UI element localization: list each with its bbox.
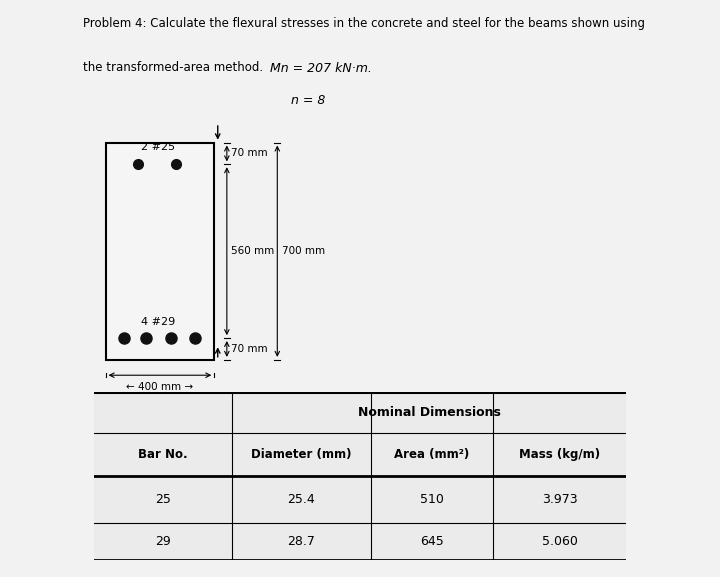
Text: the transformed-area method.: the transformed-area method. bbox=[83, 61, 263, 74]
Text: Nominal Dimensions: Nominal Dimensions bbox=[358, 406, 500, 419]
Text: 29: 29 bbox=[155, 535, 171, 548]
Text: 510: 510 bbox=[420, 493, 444, 506]
Text: Diameter (mm): Diameter (mm) bbox=[251, 448, 351, 461]
Text: 5.060: 5.060 bbox=[542, 535, 577, 548]
Text: ← 400 mm →: ← 400 mm → bbox=[127, 382, 194, 392]
Text: Problem 4: Calculate the flexural stresses in the concrete and steel for the bea: Problem 4: Calculate the flexural stress… bbox=[83, 17, 645, 31]
Text: Mn = 207 kN·m.: Mn = 207 kN·m. bbox=[270, 62, 372, 75]
Text: 25: 25 bbox=[155, 493, 171, 506]
Text: Bar No.: Bar No. bbox=[138, 448, 188, 461]
Text: n = 8: n = 8 bbox=[292, 94, 325, 107]
Text: 4 #29: 4 #29 bbox=[140, 317, 175, 327]
Text: 28.7: 28.7 bbox=[287, 535, 315, 548]
Bar bbox=[106, 143, 215, 360]
Text: 70 mm: 70 mm bbox=[231, 148, 268, 159]
Text: Mass (kg/m): Mass (kg/m) bbox=[519, 448, 600, 461]
Text: 25.4: 25.4 bbox=[287, 493, 315, 506]
Text: 700 mm: 700 mm bbox=[282, 246, 325, 256]
Text: 560 mm: 560 mm bbox=[231, 246, 274, 256]
Text: 645: 645 bbox=[420, 535, 444, 548]
Text: 2 #25: 2 #25 bbox=[140, 142, 175, 152]
Text: 3.973: 3.973 bbox=[542, 493, 577, 506]
Text: Area (mm²): Area (mm²) bbox=[395, 448, 469, 461]
Text: 70 mm: 70 mm bbox=[231, 344, 268, 354]
